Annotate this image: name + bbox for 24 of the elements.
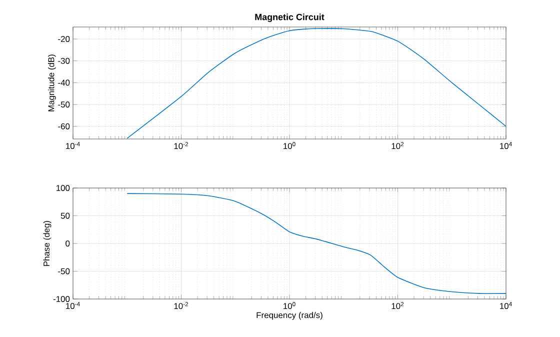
y-tick-label: -100 [53, 296, 70, 302]
x-tick-label: 10$^{0}$ [284, 302, 296, 310]
y-tick-label: -60 [58, 123, 70, 130]
y-tick-label: -50 [58, 268, 70, 274]
y-tick-label: -40 [58, 80, 70, 86]
x-tick-label: 10$^{-4}$ [66, 142, 80, 149]
y-axis-title: Magnitude (dB) [48, 54, 56, 112]
y-tick-label: 100 [56, 185, 70, 191]
x-axis-title: Frequency (rad/s) [256, 312, 322, 320]
x-tick-label: 10$^{2}$ [392, 302, 404, 310]
y-tick-label: 0 [66, 240, 70, 246]
x-tick-label: 10$^{-2}$ [174, 142, 188, 150]
y-axis-title: Phase (deg) [43, 220, 52, 266]
x-tick-label: 10$^{-2}$ [174, 302, 188, 310]
chart-title: Magnetic Circuit [255, 14, 324, 22]
x-tick-label: 10$^{4}$ [500, 142, 512, 149]
x-tick-label: 10$^{4}$ [500, 302, 512, 309]
x-tick-label: 10$^{0}$ [284, 142, 296, 150]
x-tick-label: 10$^{-4}$ [66, 302, 80, 309]
y-tick-label: -30 [58, 58, 70, 64]
y-tick-label: 50 [60, 212, 70, 219]
y-tick-label: -20 [58, 36, 70, 42]
x-tick-label: 10$^{2}$ [392, 142, 404, 150]
y-tick-label: -50 [58, 102, 70, 108]
